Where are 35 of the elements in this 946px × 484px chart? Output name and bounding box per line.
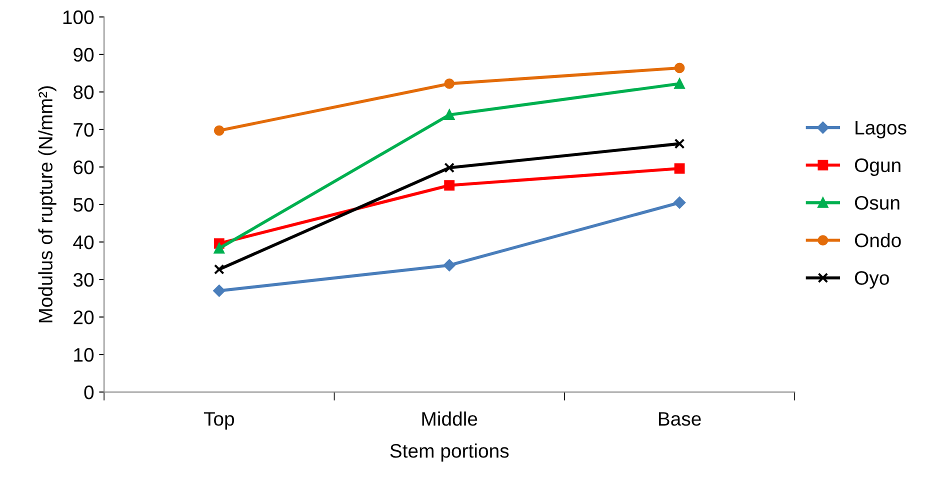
point [674, 138, 685, 149]
x-tick-label: Middle [422, 411, 478, 426]
y-tick-label: 10 [74, 348, 94, 362]
legend-label: Ogun [854, 158, 900, 176]
legend-label: Oyo [854, 271, 889, 289]
y-tick-label: 20 [74, 310, 94, 324]
x-axis-title: Stem portions [390, 444, 509, 462]
y-tick-label: 0 [84, 386, 94, 400]
x-tick-label: Top [204, 412, 234, 430]
point [213, 284, 226, 297]
point [214, 125, 224, 136]
y-tick-label: 50 [73, 198, 94, 212]
y-axis-title: Modulus of rupture (N/mm²) [38, 86, 56, 322]
y-tick-label: 60 [74, 160, 94, 174]
point [214, 264, 224, 275]
y-tick-label: 70 [74, 122, 94, 137]
legend-label: Lagos [856, 121, 906, 138]
y-tick-label: 90 [74, 48, 94, 62]
point [444, 162, 455, 173]
point [674, 163, 685, 174]
point [214, 243, 224, 254]
y-tick-label: 30 [73, 272, 94, 287]
point [444, 110, 455, 120]
legend-label: Osun [854, 196, 900, 210]
point [443, 259, 456, 272]
legend-label: Ondo [854, 232, 901, 248]
x-tick-label: Base [658, 412, 701, 426]
point [674, 62, 685, 74]
point [444, 78, 455, 89]
y-tick-label: 80 [74, 85, 94, 100]
point [674, 78, 685, 89]
y-tick-label: 40 [73, 235, 94, 250]
point [674, 196, 686, 209]
point [444, 180, 455, 191]
y-tick-label: 100 [63, 10, 94, 24]
